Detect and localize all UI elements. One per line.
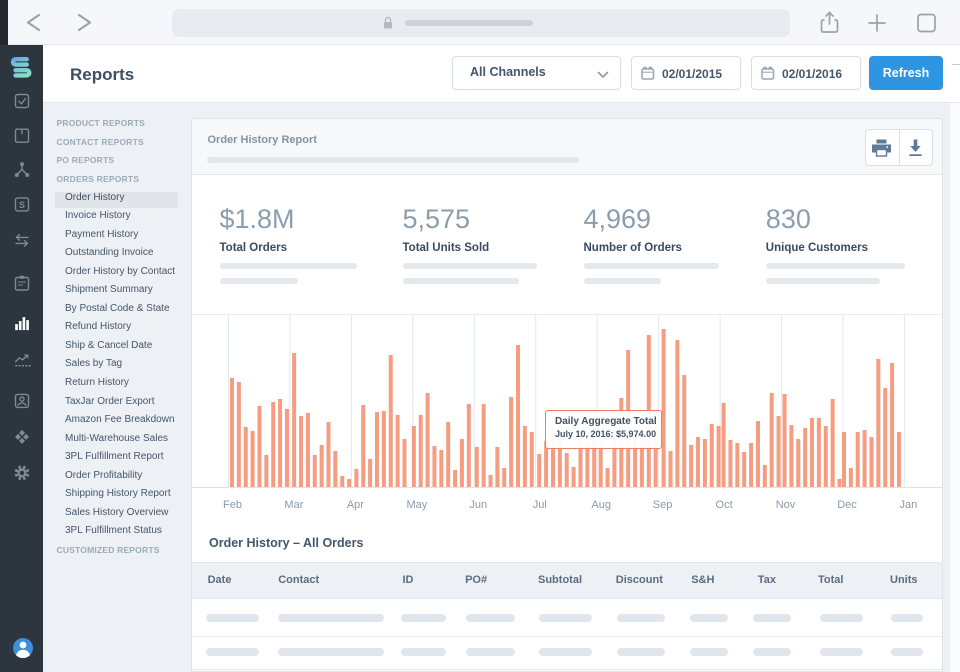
svg-text:S: S: [19, 200, 25, 210]
